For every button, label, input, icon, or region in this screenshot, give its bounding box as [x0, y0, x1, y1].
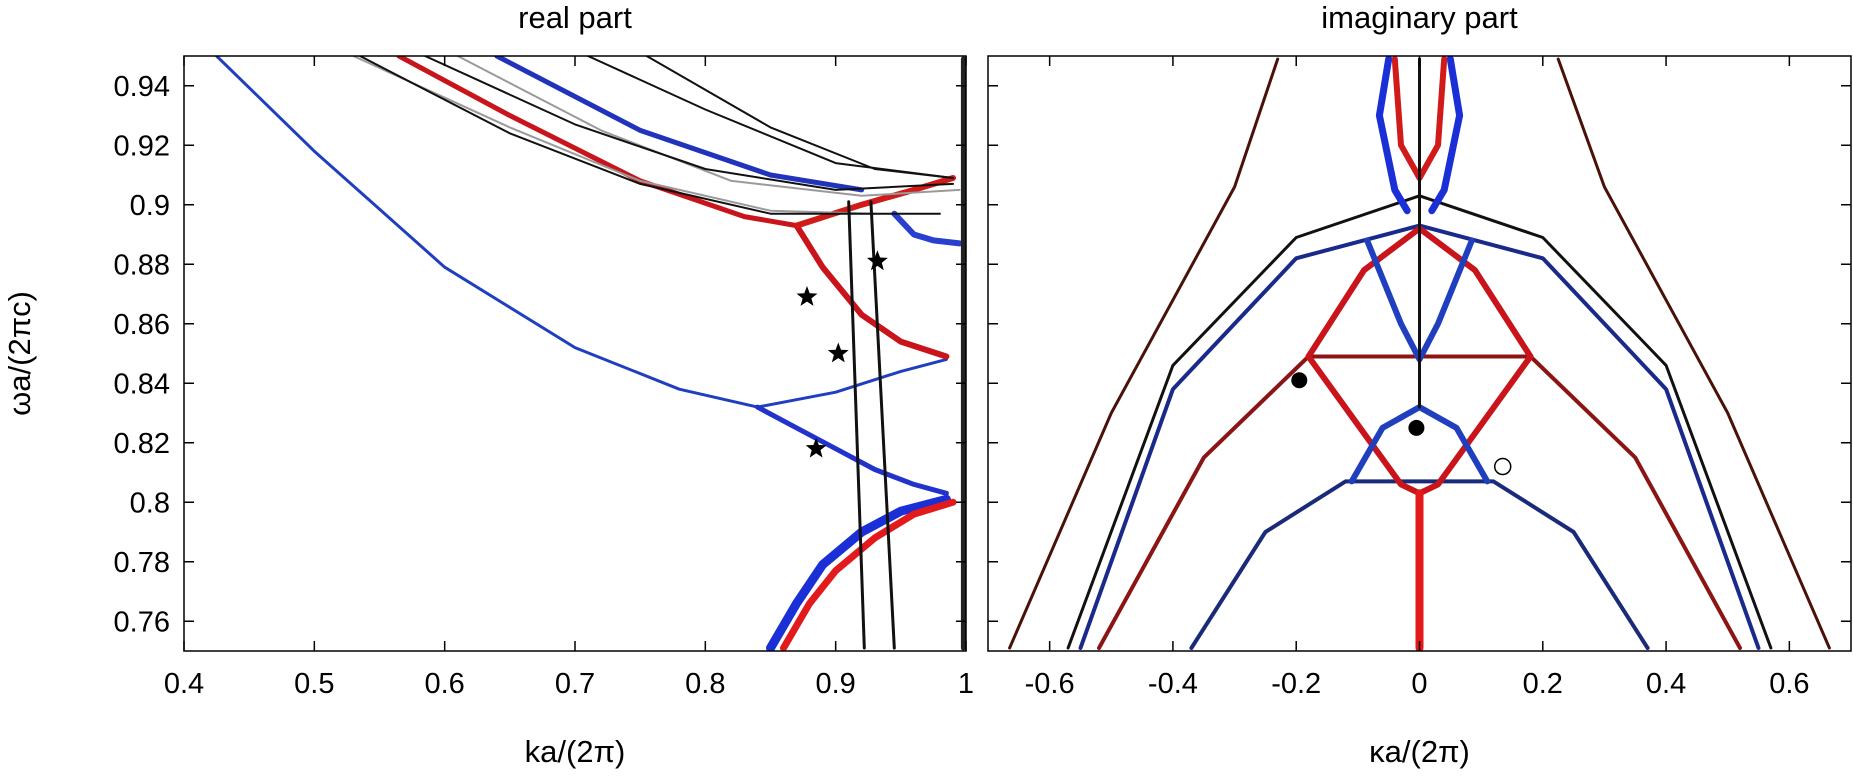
series-line-15	[847, 200, 866, 650]
series-line-11	[1428, 56, 1464, 215]
y-tick-label: 0.76	[114, 606, 170, 638]
series-line-0	[1008, 57, 1280, 650]
x-axis-title: κa/(2π)	[1369, 734, 1470, 769]
series-line-11	[359, 56, 941, 215]
star-marker	[827, 342, 849, 363]
panel-title: imaginary part	[1321, 0, 1518, 35]
imaginary-part-panel: -0.6 -0.4 -0.2 0 0.2 0.4 0.6 imaginary part κa/(…	[987, 0, 1852, 769]
y-tick-label: 0.88	[114, 249, 170, 281]
y-tick-label: 0.78	[114, 547, 170, 579]
y-tick-label: 0.86	[114, 309, 170, 341]
series-line-3	[780, 498, 957, 651]
y-tick-label: 0.92	[114, 130, 170, 162]
real-part-panel: 0.4 0.5 0.6 0.7 0.8 0.9 1 0.76 0.78 0.8 0.82 0.84 0.…	[2, 0, 974, 769]
series-line-14	[645, 56, 954, 179]
x-tick-label: 0.9	[816, 668, 856, 700]
panel-title: real part	[518, 0, 632, 35]
x-tick-label: -0.2	[1271, 668, 1321, 700]
series-line-1	[1556, 57, 1831, 650]
star-marker	[796, 286, 818, 306]
x-tick-label: 0.7	[555, 668, 595, 700]
x-tick-label: -0.4	[1148, 668, 1198, 700]
x-axis-title: ka/(2π)	[525, 734, 626, 769]
series-line-8	[1348, 404, 1491, 485]
x-tick-label: 0.2	[1523, 668, 1563, 700]
y-tick-label: 0.82	[114, 428, 170, 460]
series-line-5	[1189, 479, 1650, 650]
star-marker	[805, 437, 827, 458]
y-tick-label: 0.8	[130, 487, 170, 519]
series-line-1	[755, 404, 949, 496]
series-line-4	[793, 222, 950, 360]
x-tick-label: 0.5	[294, 668, 334, 700]
series-line-5	[396, 56, 800, 229]
x-tick-label: 0.6	[1769, 668, 1809, 700]
y-tick-label: 0.94	[114, 71, 170, 103]
series-group	[1008, 56, 1831, 651]
series-line-13	[587, 56, 954, 179]
series-line-9	[352, 56, 876, 215]
series-line-8	[891, 210, 963, 247]
x-tick-label: 1	[958, 668, 974, 700]
x-tick-label: 0.6	[425, 668, 465, 700]
x-tick-label: 0	[1411, 668, 1427, 700]
x-tick-label: 0.8	[685, 668, 725, 700]
series-line-16	[869, 200, 896, 650]
star-marker	[866, 250, 888, 271]
y-axis-title: ωa/(2πc)	[2, 291, 37, 416]
x-tick-label: 0.4	[164, 668, 204, 700]
x-tick-label: 0.4	[1646, 668, 1686, 700]
series-line-10	[456, 56, 961, 197]
series-line-7	[494, 56, 865, 193]
series-line-10	[1375, 56, 1411, 215]
y-tick-label: 0.84	[114, 368, 170, 400]
series-line-2	[766, 494, 951, 651]
y-tick-label: 0.9	[130, 190, 170, 222]
x-tick-label: -0.6	[1025, 668, 1075, 700]
open-circle-marker	[1493, 457, 1512, 476]
series-group	[215, 56, 966, 651]
series-line-12	[424, 56, 954, 191]
filled-circle-marker	[1408, 419, 1425, 436]
filled-circle-marker	[1291, 372, 1308, 389]
